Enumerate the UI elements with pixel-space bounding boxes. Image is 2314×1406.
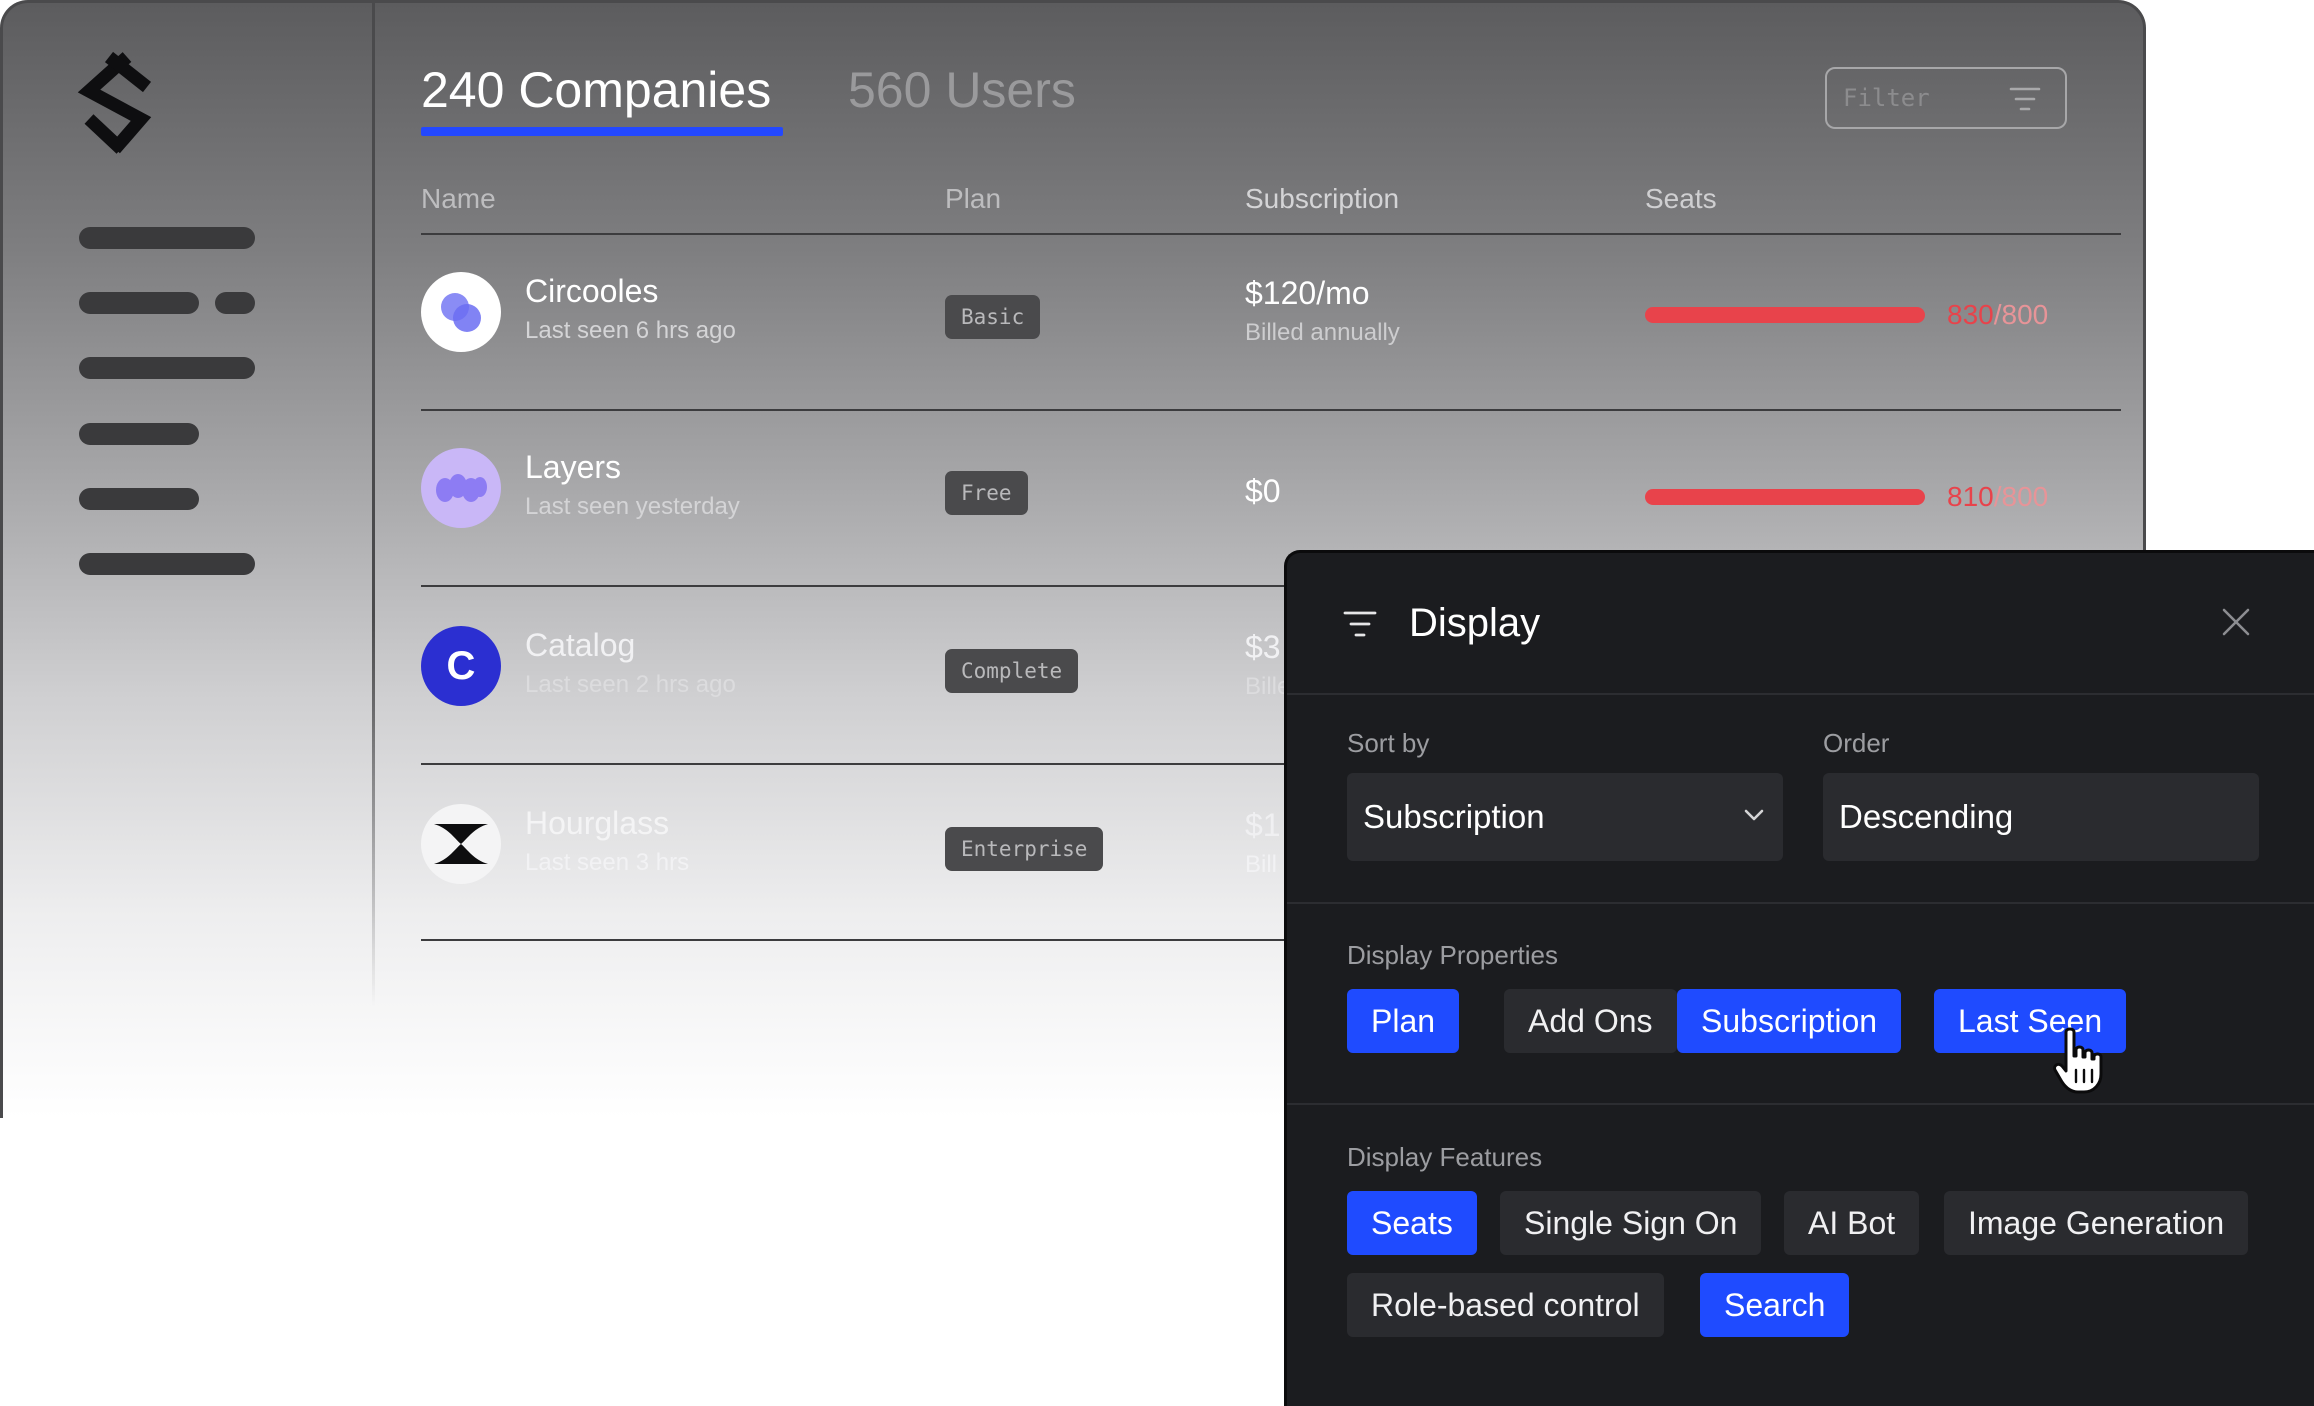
seats-usage-bar (1645, 489, 1925, 505)
panel-title: Display (1409, 597, 1540, 649)
billing-period: Billed annually (1245, 317, 1400, 349)
avatar (421, 804, 501, 884)
company-name: Hourglass (525, 803, 669, 843)
display-properties-label: Display Properties (1347, 938, 1558, 972)
subscription-price: $3 (1245, 627, 1281, 667)
subscription-price: $0 (1245, 471, 1281, 511)
hand-cursor-icon (2052, 1026, 2104, 1096)
company-name: Catalog (525, 625, 635, 665)
feature-chip-single-sign-on[interactable]: Single Sign On (1500, 1191, 1761, 1255)
property-chip-plan[interactable]: Plan (1347, 989, 1459, 1053)
avatar (421, 448, 501, 528)
tab-companies[interactable]: 240 Companies (421, 55, 771, 125)
company-name: Layers (525, 447, 621, 487)
last-seen: Last seen 6 hrs ago (525, 315, 736, 347)
plan-badge: Enterprise (945, 827, 1103, 871)
sort-by-label: Sort by (1347, 726, 1429, 760)
column-header-seats[interactable]: Seats (1645, 181, 1717, 217)
feature-chip-search[interactable]: Search (1700, 1273, 1849, 1337)
filter-placeholder: Filter (1843, 83, 1930, 113)
order-value: Descending (1839, 796, 2013, 838)
plan-badge: Basic (945, 295, 1040, 339)
tab-users[interactable]: 560 Users (848, 55, 1076, 125)
sidebar-nav-item-2[interactable] (79, 292, 199, 314)
order-select[interactable]: Descending (1823, 773, 2259, 861)
chevron-down-icon (1743, 807, 1765, 823)
brand-logo (75, 49, 161, 159)
section-divider (1287, 1103, 2314, 1105)
circooles-logo-icon (437, 288, 485, 336)
seats-total: /800 (1994, 481, 2049, 512)
company-name: Circooles (525, 271, 658, 311)
subscription-price: $1 (1245, 805, 1281, 845)
display-panel: Display Sort by Order Subscription Desce… (1284, 550, 2314, 1406)
seats-count: 830/800 (1947, 297, 2048, 333)
filter-lines-icon (1343, 609, 1377, 639)
feature-chip-seats[interactable]: Seats (1347, 1191, 1477, 1255)
sort-by-value: Subscription (1363, 796, 1545, 838)
order-label: Order (1823, 726, 1889, 760)
seats-count: 810/800 (1947, 479, 2048, 515)
seats-usage-bar (1645, 307, 1925, 323)
last-seen: Last seen 2 hrs ago (525, 669, 736, 701)
hourglass-logo-icon (434, 824, 488, 864)
seats-used: 830 (1947, 299, 1994, 330)
sidebar (3, 3, 375, 1118)
avatar-letter: C (447, 646, 476, 686)
property-chip-add-ons[interactable]: Add Ons (1504, 989, 1677, 1053)
last-seen: Last seen 3 hrs (525, 847, 689, 879)
sidebar-nav-item-1[interactable] (79, 227, 255, 249)
filter-input[interactable]: Filter (1825, 67, 2067, 129)
close-icon[interactable] (2221, 607, 2251, 637)
sidebar-nav-item-2-badge (215, 292, 255, 314)
section-divider (1287, 902, 2314, 904)
feature-chip-image-generation[interactable]: Image Generation (1944, 1191, 2248, 1255)
feature-chip-ai-bot[interactable]: AI Bot (1784, 1191, 1919, 1255)
avatar (421, 272, 501, 352)
seats-total: /800 (1994, 299, 2049, 330)
subscription-price: $120/mo (1245, 273, 1370, 313)
column-header-subscription[interactable]: Subscription (1245, 181, 1399, 217)
sidebar-nav-item-5[interactable] (79, 488, 199, 510)
property-chip-subscription[interactable]: Subscription (1677, 989, 1901, 1053)
plan-badge: Complete (945, 649, 1078, 693)
column-header-name[interactable]: Name (421, 181, 496, 217)
last-seen: Last seen yesterday (525, 491, 740, 523)
filter-icon[interactable] (2009, 85, 2041, 113)
table-row[interactable]: Circooles Last seen 6 hrs ago Basic $120… (421, 233, 2121, 409)
sort-by-select[interactable]: Subscription (1347, 773, 1783, 861)
column-header-plan[interactable]: Plan (945, 181, 1001, 217)
layers-logo-icon (433, 468, 489, 508)
active-tab-indicator (421, 127, 783, 136)
avatar: C (421, 626, 501, 706)
sidebar-nav-item-6[interactable] (79, 553, 255, 575)
display-panel-header: Display (1287, 553, 2314, 695)
sidebar-nav-item-4[interactable] (79, 423, 199, 445)
display-features-label: Display Features (1347, 1140, 1542, 1174)
feature-chip-role-based-control[interactable]: Role-based control (1347, 1273, 1664, 1337)
plan-badge: Free (945, 471, 1028, 515)
sidebar-nav-item-3[interactable] (79, 357, 255, 379)
seats-used: 810 (1947, 481, 1994, 512)
billing-period: Bill (1245, 849, 1277, 881)
